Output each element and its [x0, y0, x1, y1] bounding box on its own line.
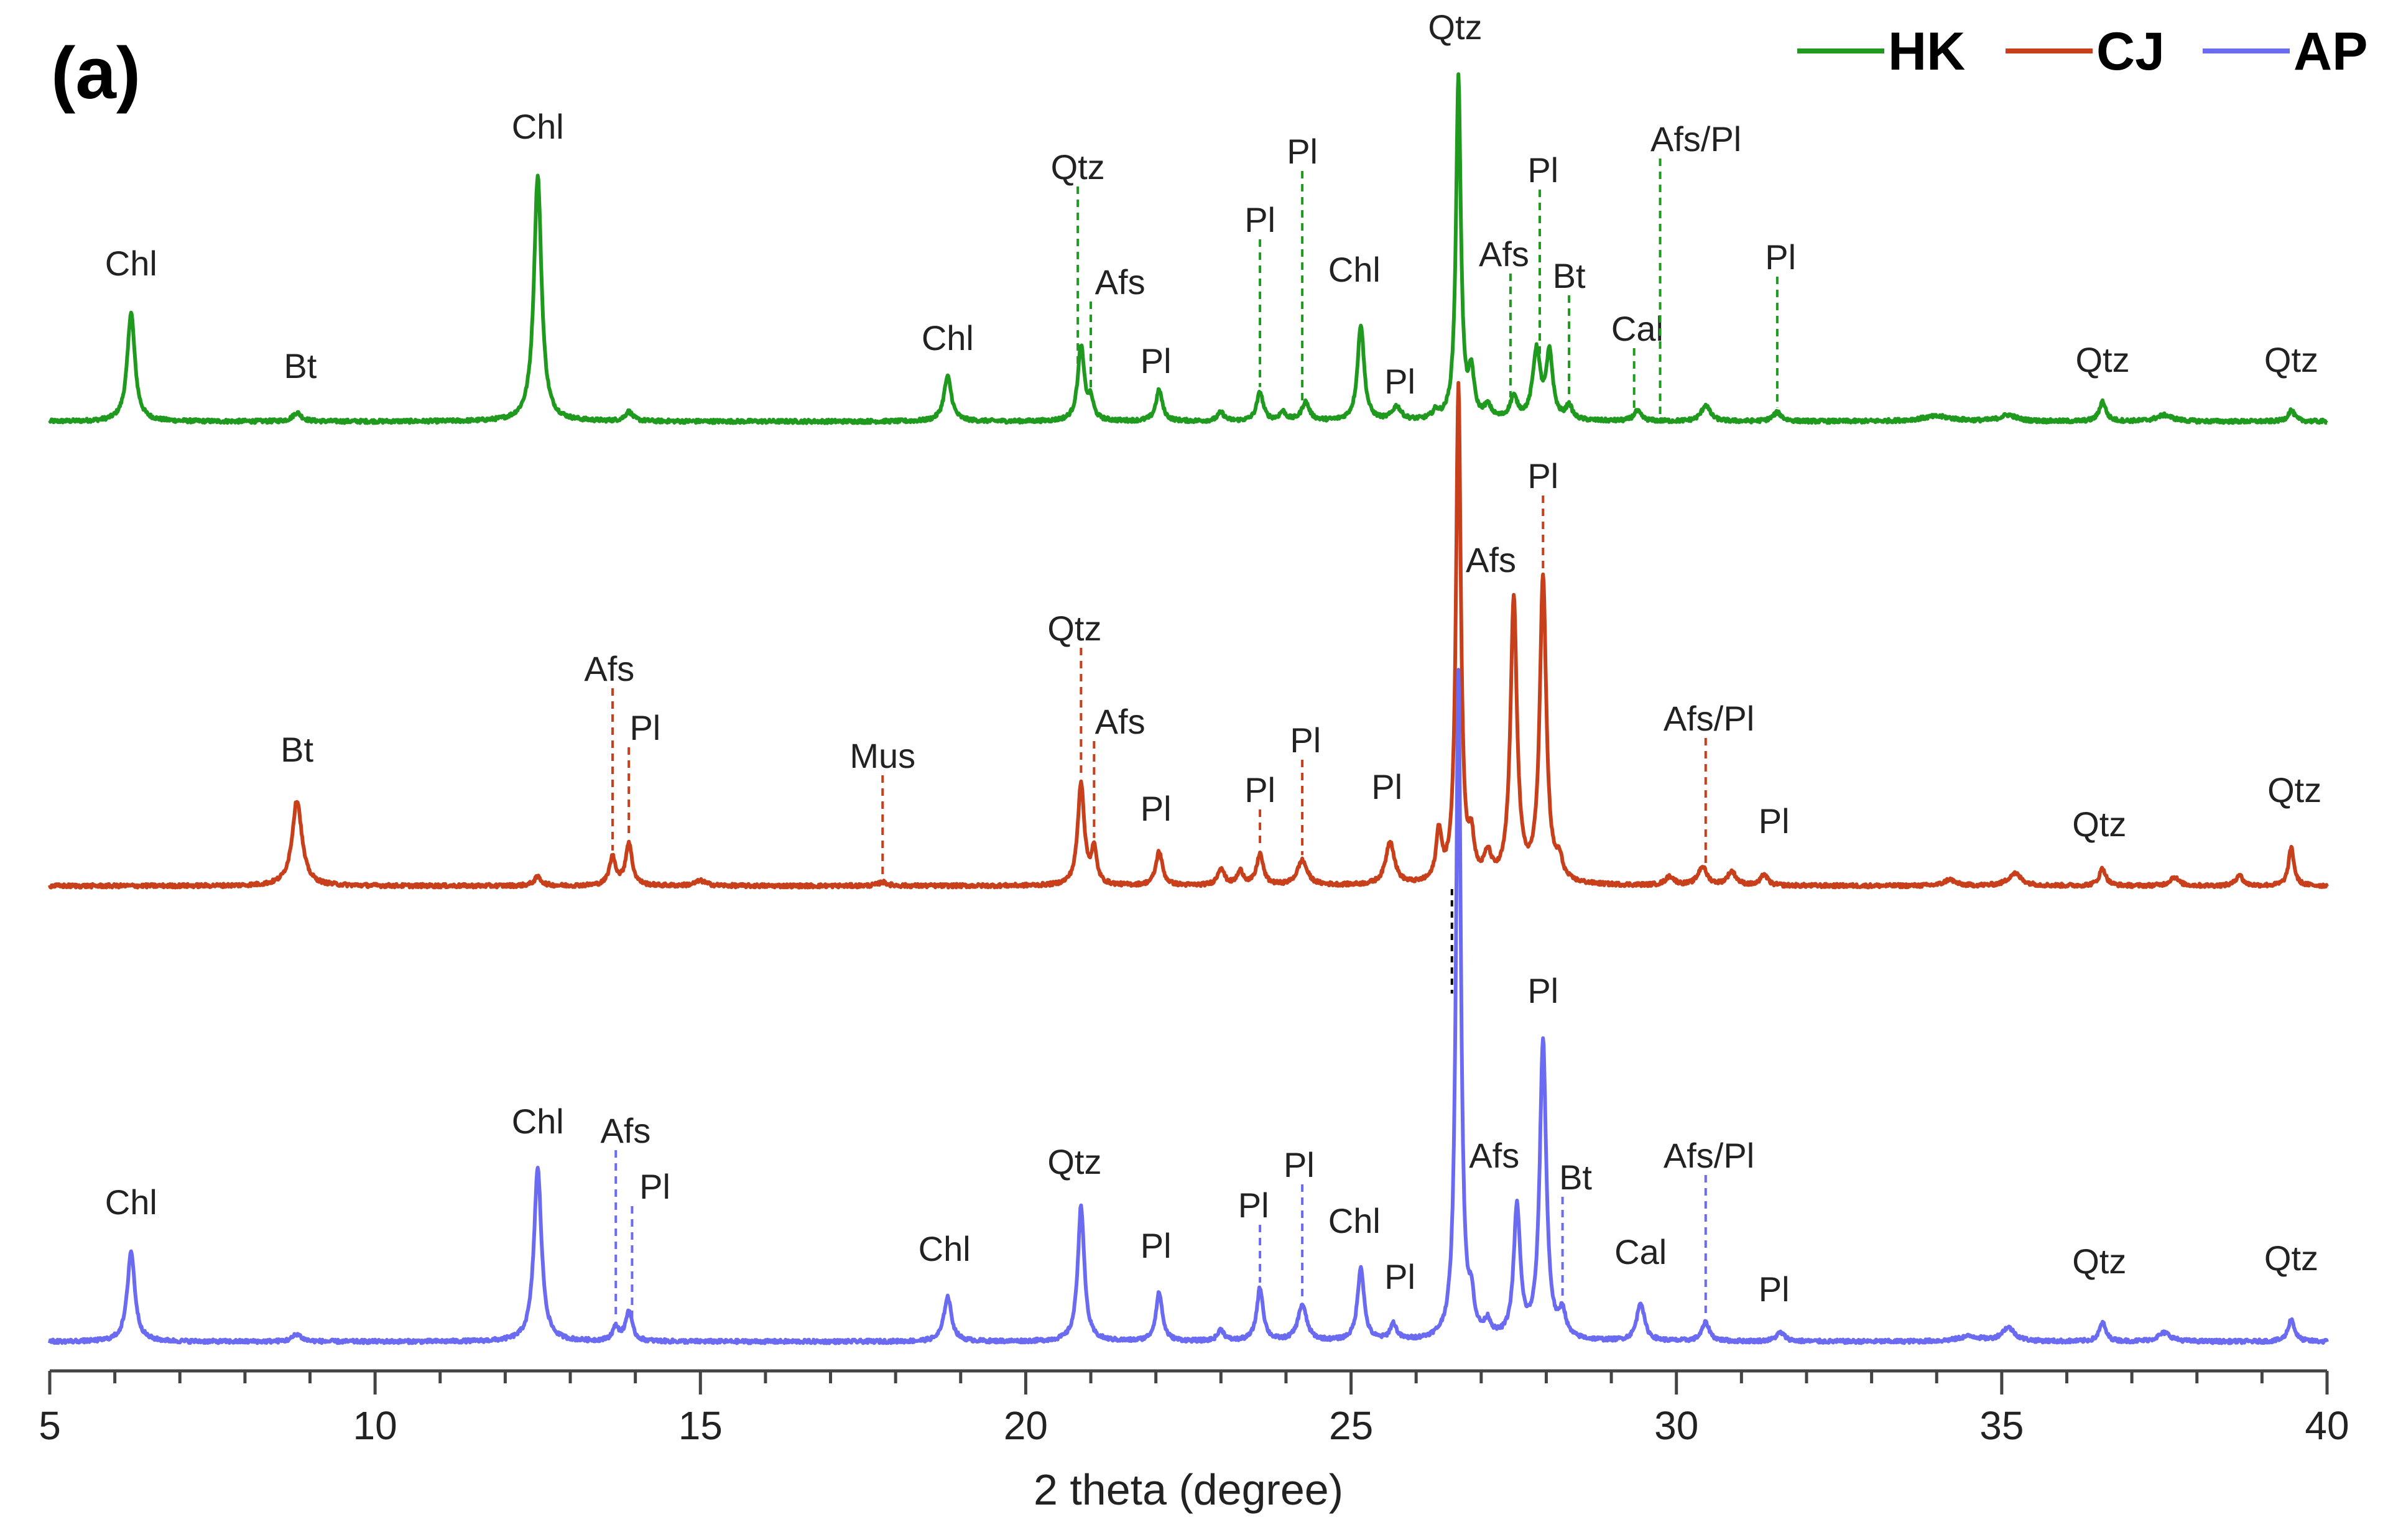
peak-label-cj: Pl	[1141, 789, 1172, 828]
x-tick-label: 25	[1329, 1403, 1373, 1448]
peak-label-cj: Qtz	[1047, 609, 1101, 648]
legend-label-hk: HK	[1888, 22, 1965, 81]
x-tick-label: 30	[1654, 1403, 1698, 1448]
peak-label-hk: Chl	[105, 244, 157, 283]
peak-label-cj: Afs/Pl	[1664, 699, 1754, 738]
peak-label-ap: Qtz	[2072, 1242, 2126, 1281]
peak-label-ap: Pl	[1238, 1186, 1269, 1225]
legend-item-ap: AP	[2203, 22, 2367, 81]
peak-label-ap: Pl	[1284, 1145, 1315, 1184]
legend-item-cj: CJ	[2006, 22, 2165, 81]
legend-label-cj: CJ	[2096, 22, 2165, 81]
peak-label-ap: Chl	[105, 1183, 157, 1222]
x-axis-title: 2 theta (degree)	[1034, 1465, 1343, 1514]
x-tick-label: 10	[353, 1403, 397, 1448]
peak-label-cj: Afs	[1095, 702, 1145, 741]
peak-label-hk: Pl	[1141, 341, 1172, 380]
peak-label-cj: Pl	[1527, 456, 1558, 496]
legend-item-hk: HK	[1797, 22, 1965, 81]
peak-label-ap: Chl	[919, 1229, 971, 1268]
peak-label-hk: Cal	[1611, 309, 1664, 348]
peak-label-ap: Chl	[512, 1102, 564, 1141]
plot-area: ChlBtChlChlQtzAfsPlPlPlChlPlQtzAfsPlBtCa…	[48, 7, 2329, 1345]
peak-label-ap: Qtz	[1047, 1142, 1101, 1181]
peak-label-hk: Pl	[1244, 200, 1275, 239]
peak-label-cj: Qtz	[2267, 770, 2321, 809]
peak-label-hk: Pl	[1765, 237, 1796, 277]
trace-hk	[48, 72, 2328, 425]
x-tick-label: 40	[2305, 1403, 2349, 1448]
x-ticks: 5 10 15 20 25 30 35 40	[39, 1371, 2349, 1448]
peak-label-cj: Mus	[849, 736, 915, 775]
series-hk: Chl Bt Chl Chl Qtz Afs Pl Pl Pl Chl Pl Qtz Afs Pl Bt Ca…	[48, 7, 2328, 425]
peak-label-hk: Bt	[1553, 256, 1586, 295]
peak-label-cj: Pl	[1371, 767, 1402, 806]
x-axis: 5 10 15 20 25 30 35 40 2 theta (degree)	[39, 1369, 2349, 1514]
x-tick-label: 20	[1004, 1403, 1048, 1448]
trace-ap	[48, 668, 2329, 1345]
peak-label-ap: Chl	[1328, 1201, 1381, 1240]
peak-label-cj: Pl	[1290, 721, 1321, 760]
peak-label-ap: Afs	[601, 1111, 651, 1150]
peak-label-cj: Afs	[584, 649, 634, 688]
peak-label-ap: Afs/Pl	[1664, 1136, 1754, 1175]
peak-label-cj: Pl	[1759, 801, 1790, 841]
trace-cj	[48, 380, 2329, 890]
peak-label-ap: Bt	[1559, 1158, 1592, 1197]
peak-label-ap: Afs	[1469, 1136, 1519, 1175]
peak-label-ap: Pl	[639, 1167, 670, 1206]
x-tick-label: 5	[39, 1403, 61, 1448]
peak-label-hk: Afs	[1095, 262, 1145, 302]
peak-label-ap: Cal	[1614, 1232, 1667, 1271]
peak-label-hk: Qtz	[2075, 340, 2129, 379]
peak-label-hk: Chl	[512, 107, 564, 146]
peak-label-hk: Chl	[922, 318, 974, 357]
peak-label-cj: Bt	[280, 730, 313, 769]
peak-label-hk: Qtz	[2264, 340, 2318, 379]
x-tick-label: 15	[678, 1403, 723, 1448]
peak-label-ap: Pl	[1527, 971, 1558, 1010]
legend: HK CJ AP	[1797, 22, 2367, 81]
x-tick-label: 35	[1979, 1403, 2024, 1448]
legend-label-ap: AP	[2293, 22, 2367, 81]
peak-label-cj: Pl	[629, 708, 660, 747]
peak-label-hk: Bt	[284, 346, 317, 385]
peak-label-hk: Pl	[1527, 150, 1558, 190]
peak-label-cj: Qtz	[2072, 805, 2126, 844]
peak-label-hk: Afs	[1479, 234, 1529, 274]
peak-label-ap: Pl	[1141, 1226, 1172, 1265]
peak-label-hk: Afs/Pl	[1650, 119, 1741, 159]
peak-label-ap: Qtz	[2264, 1238, 2318, 1278]
peak-label-ap: Pl	[1384, 1257, 1415, 1296]
peak-label-ap: Pl	[1759, 1270, 1790, 1309]
peak-label-hk: Pl	[1287, 132, 1318, 171]
panel-label: (a)	[51, 32, 141, 114]
series-cj: Bt Afs Pl Mus Qtz Afs Pl Pl Pl Pl Afs Pl Afs/Pl Pl Qtz…	[48, 380, 2329, 890]
peak-label-hk: Qtz	[1051, 147, 1105, 187]
peak-label-cj: Afs	[1466, 540, 1516, 579]
peak-label-hk: Chl	[1328, 250, 1381, 289]
peak-label-hk: Qtz	[1428, 7, 1482, 47]
peak-label-hk: Pl	[1384, 362, 1415, 401]
peak-label-cj: Pl	[1244, 770, 1275, 809]
